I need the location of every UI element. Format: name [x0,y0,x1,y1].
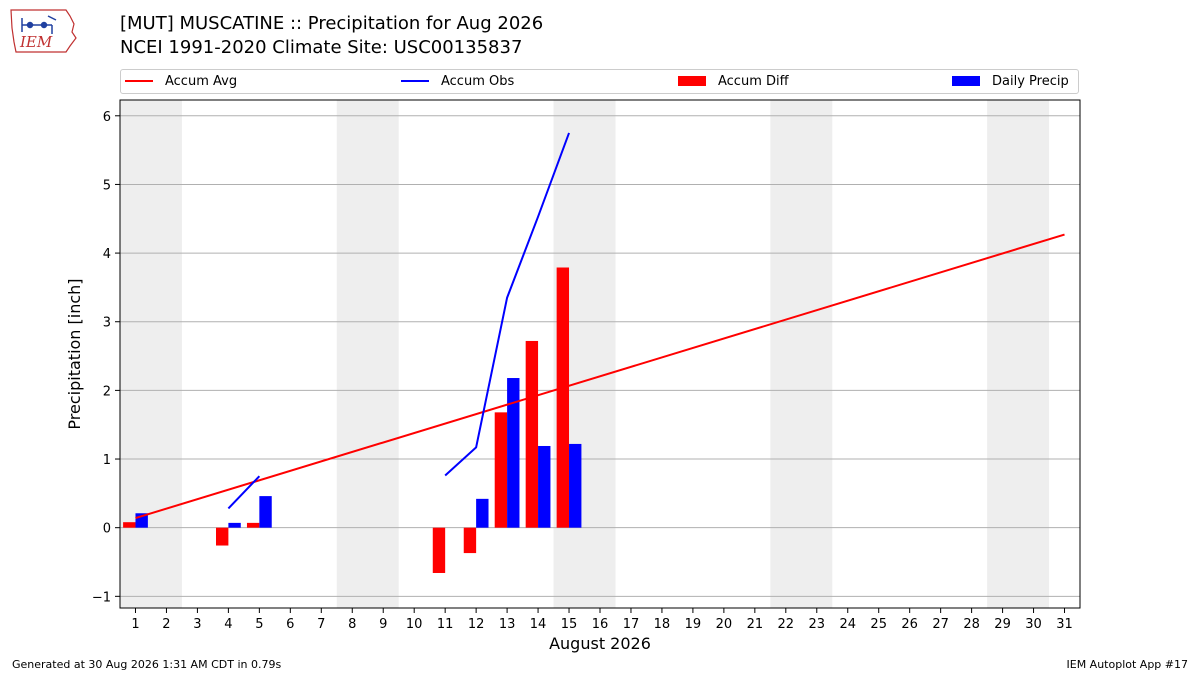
accum-diff-bar [556,267,570,528]
accum-diff-bar [123,522,136,528]
x-tick-label: 3 [193,617,201,632]
x-tick-label: 4 [224,617,232,632]
x-tick-label: 18 [654,617,671,632]
weekend-shade [770,100,833,608]
x-tick-label: 15 [561,617,578,632]
legend-swatch-accum-obs [401,79,429,82]
x-tick-label: 7 [317,617,325,632]
y-tick-label: 1 [103,453,111,468]
accum-diff-bar [246,522,260,528]
accum-diff-bar [432,527,446,573]
legend-swatch-accum-avg [125,79,153,82]
weather-station-icon [21,15,57,34]
accum-diff-bar [525,340,539,528]
x-tick-label: 31 [1056,617,1073,632]
y-tick-label: 0 [103,522,111,537]
x-tick-label: 21 [747,617,764,632]
x-tick-label: 1 [131,617,139,632]
y-tick-label: 3 [103,316,111,331]
x-tick-label: 30 [1025,617,1042,632]
accum-diff-bar [494,412,508,528]
daily-precip-bar [259,496,272,528]
legend-label-daily-precip: Daily Precip [992,74,1069,89]
legend-item-accum-obs: Accum Obs [401,74,514,90]
chart-legend: Accum Avg Accum Obs Accum Diff Daily Pre… [120,69,1079,94]
legend-swatch-daily-precip [952,75,980,86]
x-tick-label: 9 [379,617,387,632]
chart-title: [MUT] MUSCATINE :: Precipitation for Aug… [120,13,544,34]
x-tick-label: 17 [623,617,640,632]
x-tick-label: 14 [530,617,547,632]
daily-precip-bar [538,445,551,528]
x-tick-label: 5 [255,617,263,632]
x-tick-label: 20 [716,617,733,632]
x-tick-label: 22 [778,617,795,632]
y-tick-label: 4 [103,247,111,262]
x-tick-label: 26 [901,617,918,632]
x-tick-label: 8 [348,617,356,632]
daily-precip-bar [507,378,520,528]
weekend-shade [987,100,1050,608]
legend-item-daily-precip: Daily Precip [952,74,1069,90]
accum-diff-bar [463,527,477,554]
accum-obs-line [444,132,570,477]
x-tick-label: 6 [286,617,294,632]
x-tick-label: 13 [499,617,516,632]
logo-text: IEM [19,33,53,51]
x-tick-label: 10 [406,617,423,632]
app-credit: IEM Autoplot App #17 [1066,658,1189,671]
legend-label-accum-diff: Accum Diff [718,74,789,89]
x-tick-label: 24 [839,617,856,632]
legend-item-accum-avg: Accum Avg [125,74,237,90]
x-tick-label: 12 [468,617,485,632]
accum-diff-bar [216,527,229,546]
generated-timestamp: Generated at 30 Aug 2026 1:31 AM CDT in … [12,658,282,671]
accum-avg-line [135,233,1065,520]
iowa-outline-icon [10,9,77,53]
legend-label-accum-obs: Accum Obs [441,74,515,89]
legend-item-accum-diff: Accum Diff [678,74,789,90]
y-tick-label: 5 [103,178,111,193]
accum-obs-line [227,475,261,510]
y-tick-label: 6 [103,110,111,125]
x-tick-label: 23 [809,617,826,632]
x-tick-label: 28 [963,617,980,632]
y-tick-label: 2 [103,384,111,399]
iem-logo: IEM [10,9,77,53]
x-tick-label: 11 [437,617,454,632]
x-tick-label: 29 [994,617,1011,632]
legend-swatch-accum-diff [678,75,706,86]
chart-subtitle: NCEI 1991-2020 Climate Site: USC00135837 [120,37,523,58]
x-tick-label: 25 [870,617,887,632]
x-tick-label: 16 [592,617,609,632]
daily-precip-bar [228,522,241,528]
y-axis-label: Precipitation [inch] [65,278,84,429]
x-tick-label: 19 [685,617,702,632]
daily-precip-bar [569,443,582,528]
x-axis-label: August 2026 [549,634,651,653]
x-tick-label: 2 [162,617,170,632]
daily-precip-bar [476,498,489,528]
weekend-shade [120,100,182,608]
y-tick-label: −1 [92,590,111,605]
weekend-shade [336,100,399,608]
legend-label-accum-avg: Accum Avg [165,74,238,89]
x-tick-label: 27 [932,617,949,632]
